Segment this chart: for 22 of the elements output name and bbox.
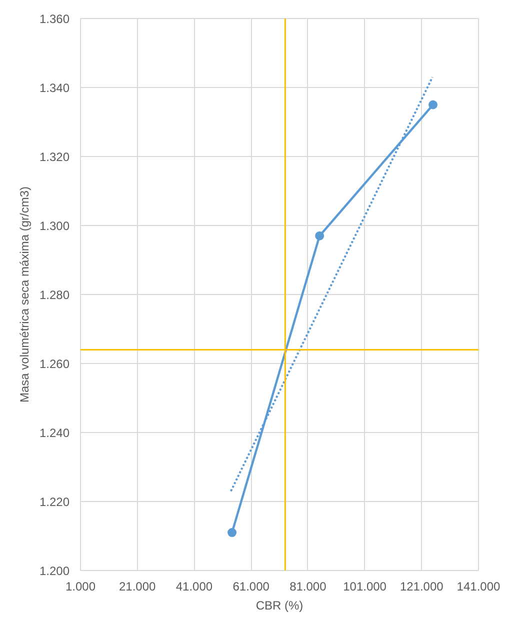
y-tick-label: 1.220	[39, 495, 70, 509]
y-tick-label: 1.340	[39, 81, 70, 95]
y-tick-label: 1.360	[39, 12, 70, 26]
point	[428, 100, 438, 110]
x-tick-label: 121.000	[400, 580, 444, 594]
x-tick-label: 41.000	[176, 580, 213, 594]
x-tick-label: 101.000	[343, 580, 387, 594]
y-tick-label: 1.240	[39, 426, 70, 440]
point	[315, 231, 324, 240]
y-tick-label: 1.260	[39, 357, 70, 371]
point	[228, 528, 237, 538]
y-tick-label: 1.320	[39, 150, 70, 164]
x-tick-label: 1.000	[65, 580, 96, 594]
x-tick-label: 81.000	[290, 580, 327, 594]
y-tick-label: 1.280	[39, 288, 70, 302]
y-axis-title: Masa volumétrica seca máxima (gr/cm3)	[17, 186, 32, 403]
x-tick-label: 21.000	[119, 580, 156, 594]
x-axis-title: CBR (%)	[256, 598, 304, 612]
x-tick-label: 61.000	[232, 580, 270, 594]
x-tick-label: 141.000	[456, 580, 501, 594]
y-tick-label: 1.200	[39, 564, 70, 578]
y-tick-label: 1.300	[39, 219, 70, 233]
